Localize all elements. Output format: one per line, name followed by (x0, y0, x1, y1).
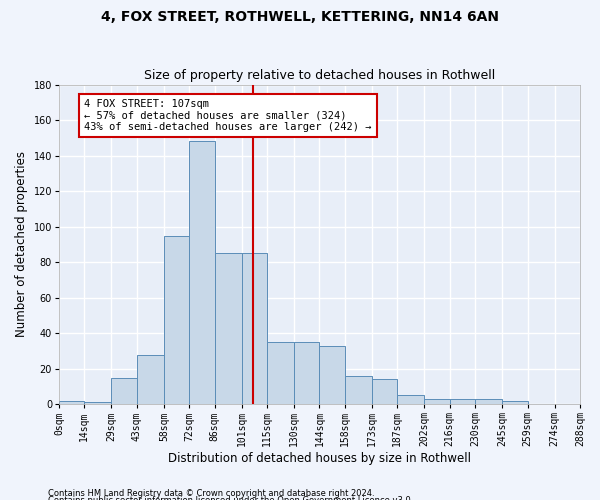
Bar (85, 402, 112, 404)
Bar (137, 354, 164, 404)
Bar (345, 376, 372, 404)
Text: Contains HM Land Registry data © Crown copyright and database right 2024.: Contains HM Land Registry data © Crown c… (48, 488, 374, 498)
Bar (59, 400, 85, 404)
Bar (189, 142, 215, 404)
Text: 4 FOX STREET: 107sqm
← 57% of detached houses are smaller (324)
43% of semi-deta: 4 FOX STREET: 107sqm ← 57% of detached h… (85, 99, 372, 132)
Bar (450, 399, 475, 404)
X-axis label: Distribution of detached houses by size in Rothwell: Distribution of detached houses by size … (168, 452, 471, 465)
Bar (372, 380, 397, 404)
Text: 4, FOX STREET, ROTHWELL, KETTERING, NN14 6AN: 4, FOX STREET, ROTHWELL, KETTERING, NN14… (101, 10, 499, 24)
Y-axis label: Number of detached properties: Number of detached properties (15, 152, 28, 338)
Text: Contains public sector information licensed under the Open Government Licence v3: Contains public sector information licen… (48, 496, 413, 500)
Bar (215, 254, 242, 404)
Bar (502, 400, 527, 404)
Bar (475, 399, 502, 404)
Bar (294, 342, 319, 404)
Bar (424, 399, 450, 404)
Bar (164, 236, 189, 404)
Bar (319, 346, 345, 404)
Bar (397, 396, 424, 404)
Bar (242, 254, 267, 404)
Bar (112, 378, 137, 404)
Title: Size of property relative to detached houses in Rothwell: Size of property relative to detached ho… (144, 69, 495, 82)
Bar (267, 342, 294, 404)
